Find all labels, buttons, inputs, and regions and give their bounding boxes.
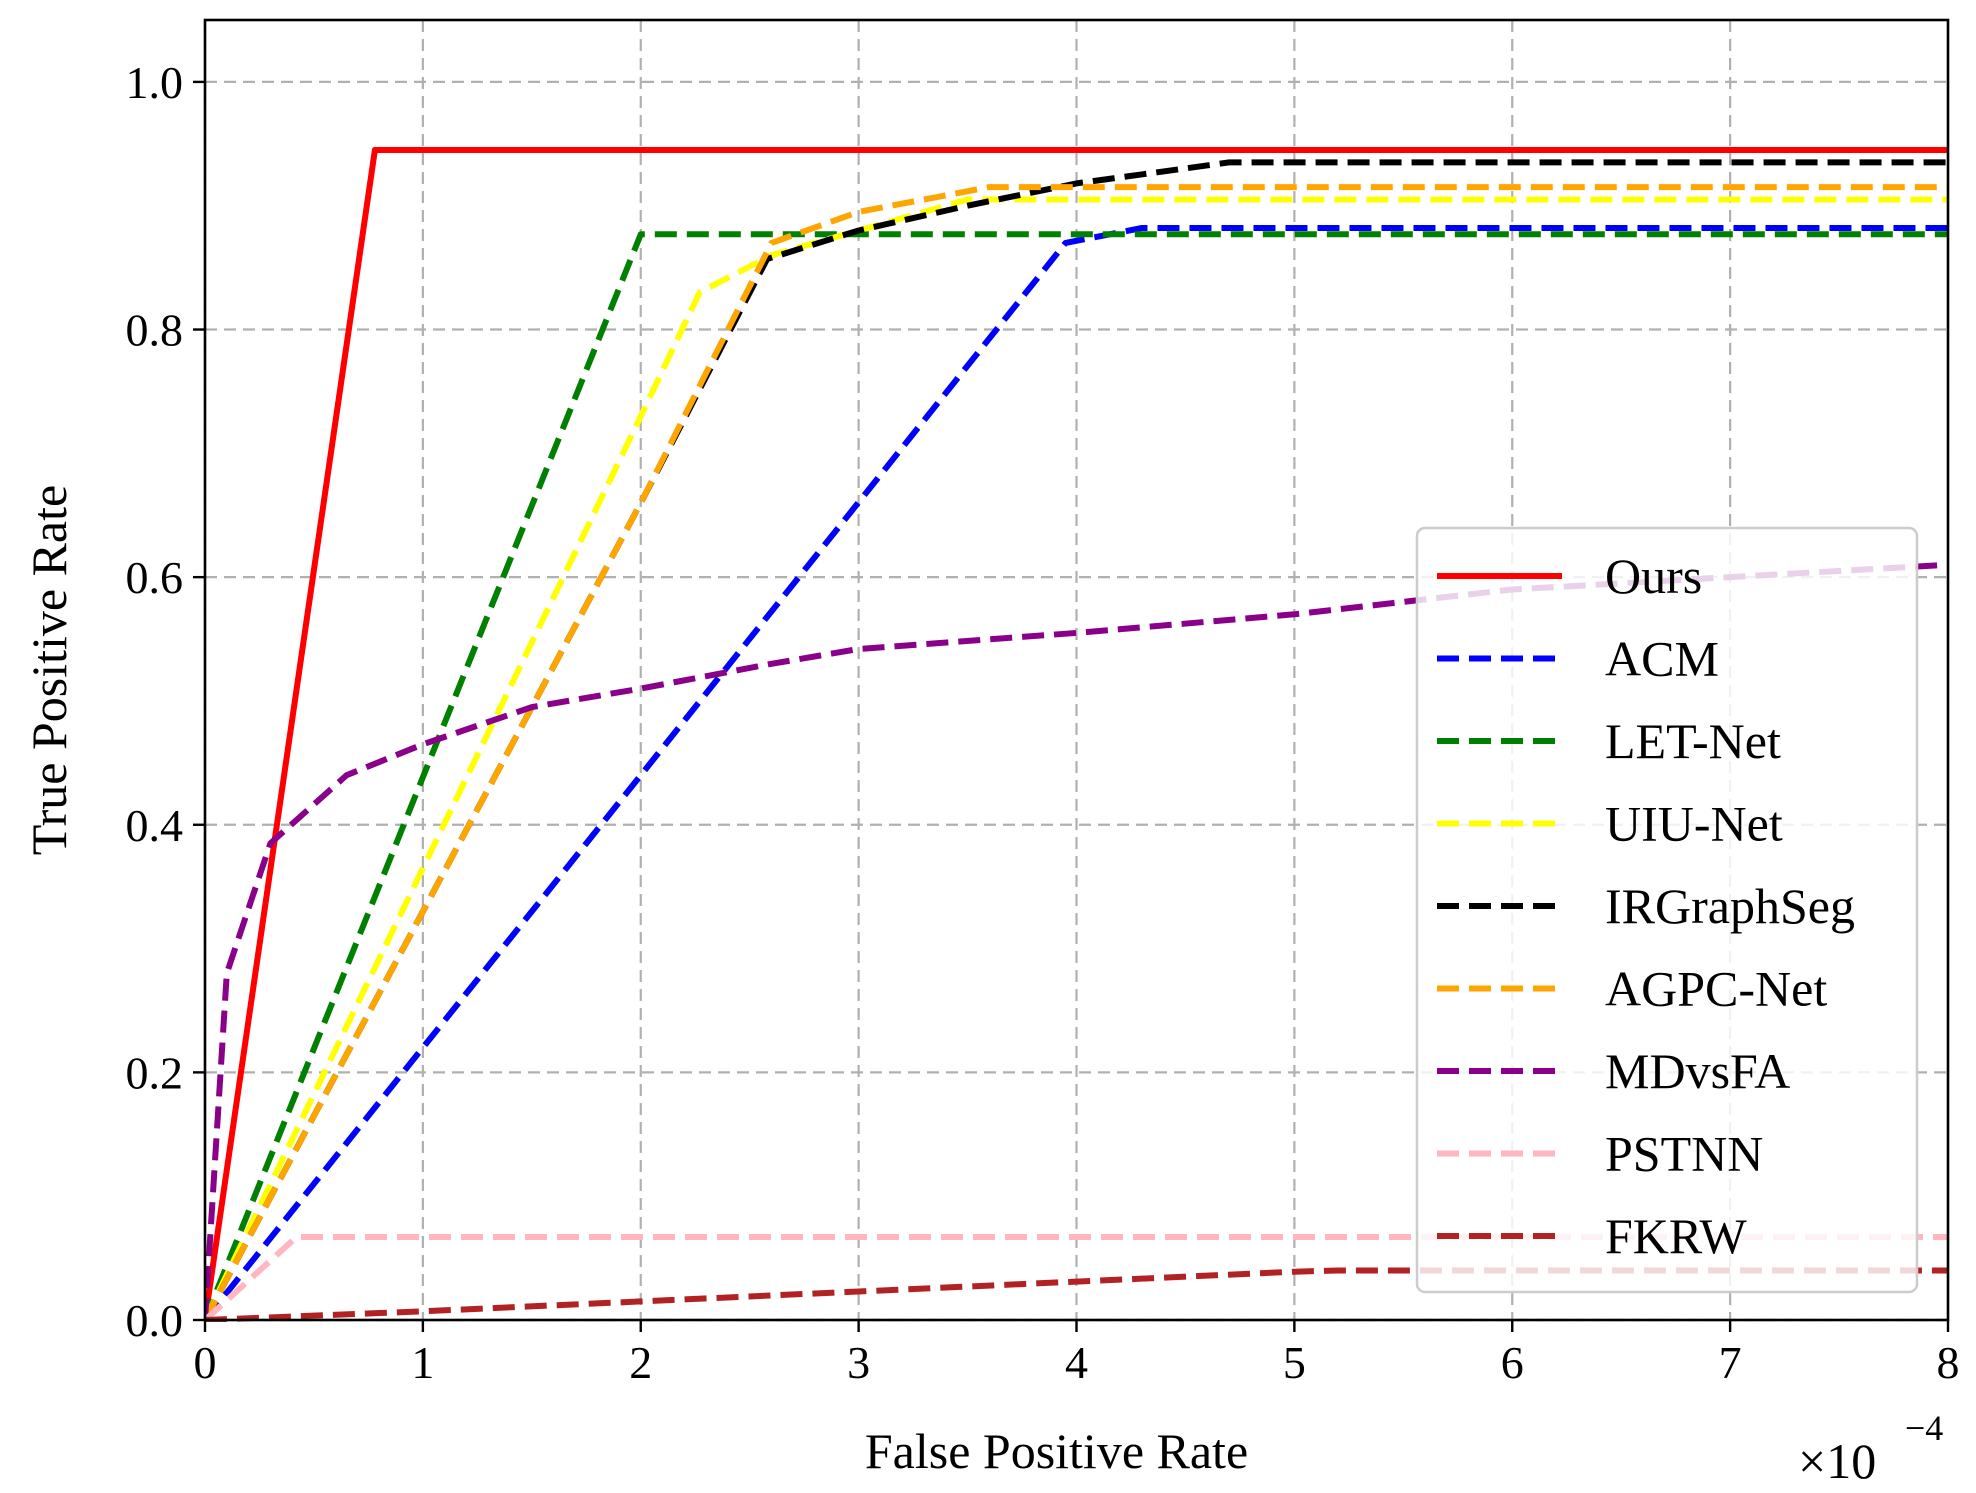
axes: 0 1 2 3 4 5 6 7 8 0.0 0.2 0.4 0.6 0.8 1.0 False Positiv… [21, 18, 1960, 1489]
series-line-ours [205, 147, 1948, 1321]
x-tick-label: 7 [1719, 1337, 1742, 1388]
series-line-acm [205, 225, 1948, 1322]
series-line-let-net [205, 231, 1948, 1322]
legend-label-let-net: LET-Net [1605, 713, 1781, 769]
y-axis-label: True Positive Rate [21, 485, 77, 855]
x-axis-label: False Positive Rate [865, 1423, 1248, 1479]
series-line-fkrw [205, 1267, 1948, 1322]
y-tick-label: 0.0 [126, 1295, 184, 1346]
x-multiplier-label: ×10 [1798, 1433, 1876, 1489]
x-tick-label: 0 [194, 1337, 217, 1388]
legend-box [1415, 526, 1919, 1294]
legend-label-fkrw: FKRW [1605, 1208, 1748, 1264]
legend-label-ours: Ours [1605, 548, 1702, 604]
x-tick-label: 8 [1937, 1337, 1960, 1388]
x-tick-label: 1 [411, 1337, 434, 1388]
legend-label-mdvsfa: MDvsFA [1605, 1043, 1790, 1099]
series-line-agpc-net [205, 184, 1948, 1322]
x-tick-label: 6 [1501, 1337, 1524, 1388]
y-tick-label: 0.8 [126, 305, 184, 356]
series-line-uiu-net [205, 196, 1948, 1322]
series-line-pstnn [205, 1234, 1948, 1322]
y-tick-label: 0.2 [126, 1047, 184, 1098]
legend: Ours ACM LET-Net UIU-Net IRGraphSeg AGPC-Net M… [1415, 526, 1919, 1294]
legend-label-pstnn: PSTNN [1605, 1126, 1763, 1182]
legend-label-agpc-net: AGPC-Net [1605, 961, 1827, 1017]
legend-label-uiu-net: UIU-Net [1605, 796, 1783, 852]
x-tick-label: 3 [847, 1337, 870, 1388]
x-tick-label: 4 [1065, 1337, 1088, 1388]
y-tick-label: 1.0 [126, 57, 184, 108]
legend-label-irgraphseg: IRGraphSeg [1605, 878, 1855, 934]
x-tick-label: 2 [629, 1337, 652, 1388]
series-lines [205, 147, 1948, 1322]
legend-label-acm: ACM [1605, 631, 1719, 687]
x-tick-label: 5 [1283, 1337, 1306, 1388]
x-multiplier-exponent: −4 [1905, 1408, 1943, 1448]
y-tick-label: 0.6 [126, 552, 184, 603]
y-tick-label: 0.4 [126, 800, 184, 851]
